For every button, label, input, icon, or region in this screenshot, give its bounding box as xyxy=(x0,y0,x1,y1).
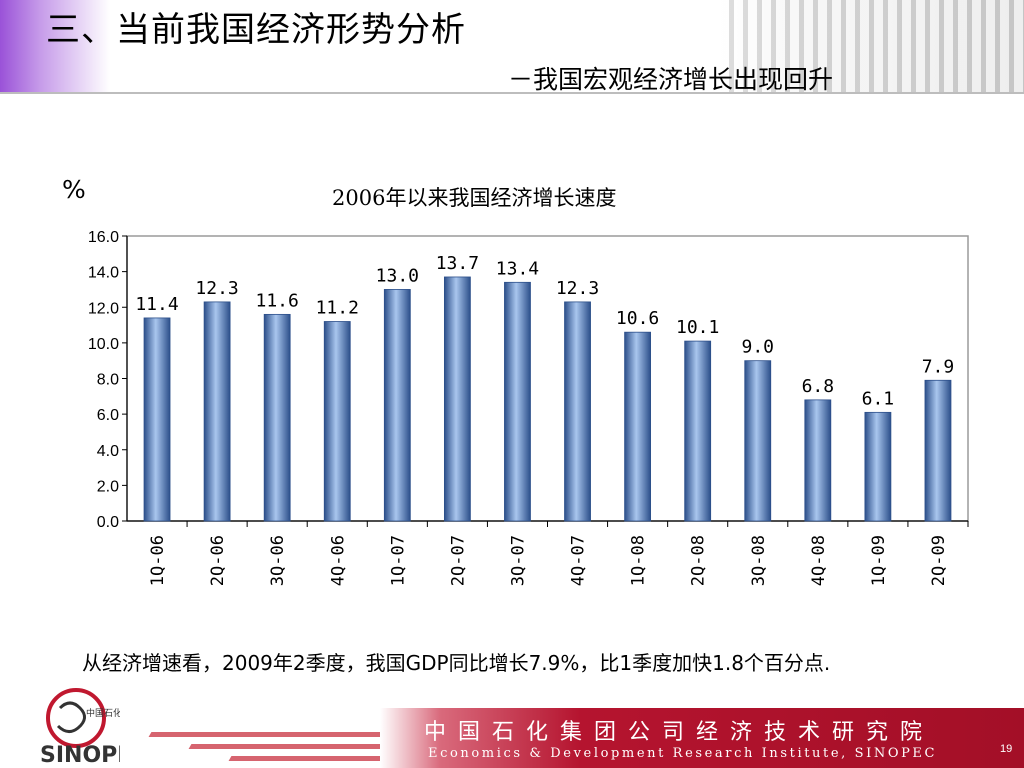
bar xyxy=(203,301,231,522)
bar xyxy=(443,276,471,522)
footer-band: 中国石化集团公司经济技术研究院 Economics & Development … xyxy=(0,692,1024,768)
data-label: 11.6 xyxy=(255,290,298,311)
slide-subtitle: －我国宏观经济增长出现回升 xyxy=(508,65,834,94)
y-tick-label: 2.0 xyxy=(97,478,119,495)
data-label: 10.1 xyxy=(676,317,719,338)
footer-streak xyxy=(148,732,392,737)
footer-org-name-cn: 中国石化集团公司经济技术研究院 xyxy=(424,720,935,745)
y-tick-label: 12.0 xyxy=(88,300,119,317)
x-tick-label: 1Q-09 xyxy=(869,535,889,586)
y-tick-label: 16.0 xyxy=(88,229,119,246)
x-tick-label: 2Q-06 xyxy=(208,535,228,586)
y-tick-label: 4.0 xyxy=(97,443,119,460)
y-tick-label: 14.0 xyxy=(88,265,119,282)
x-tick-label: 4Q-08 xyxy=(809,535,829,586)
bar xyxy=(263,313,291,522)
data-label: 6.1 xyxy=(862,388,895,409)
data-label: 6.8 xyxy=(802,376,835,397)
footer-streak xyxy=(188,744,402,749)
bar xyxy=(624,331,652,522)
slide-title: 三、当前我国经济形势分析 xyxy=(46,10,466,50)
y-tick-label: 6.0 xyxy=(97,407,119,424)
bar xyxy=(924,379,952,522)
bar xyxy=(564,301,591,522)
header-banner xyxy=(0,0,1024,94)
summary-text: 从经济增速看，2009年2季度，我国GDP同比增长7.9%，比1季度加快1.8个… xyxy=(82,651,831,675)
bar-chart: 0.0 2.0 4.0 6.0 8.0 10.0 12.0 14.0 16.0 11.4 1Q-06… xyxy=(88,229,969,586)
chart-title: 2006年以来我国经济增长速度 xyxy=(332,186,617,210)
data-label: 10.6 xyxy=(616,308,659,329)
data-label: 11.2 xyxy=(316,298,359,319)
data-label: 13.4 xyxy=(496,258,539,279)
bar xyxy=(804,399,832,522)
x-tick-label: 3Q-07 xyxy=(508,535,528,586)
x-tick-label: 2Q-08 xyxy=(689,535,709,586)
bar xyxy=(143,317,171,522)
x-tick-label: 1Q-07 xyxy=(388,535,408,586)
data-label: 13.0 xyxy=(376,265,419,286)
bar xyxy=(383,289,411,522)
data-label: 11.4 xyxy=(135,294,178,315)
x-tick-label: 2Q-07 xyxy=(448,535,468,586)
footer-org-name-en: Economics & Development Research Institu… xyxy=(428,746,938,761)
x-tick-label: 1Q-06 xyxy=(148,535,168,586)
x-tick-label: 1Q-08 xyxy=(629,535,649,586)
bar xyxy=(504,281,531,522)
logo-text: 中国石化 xyxy=(86,707,120,719)
page-number: 19 xyxy=(1000,743,1013,755)
bar xyxy=(323,321,351,522)
x-tick-label: 4Q-07 xyxy=(569,535,589,586)
bar xyxy=(864,411,892,522)
x-tick-label: 2Q-09 xyxy=(929,535,949,586)
x-tick-label: 3Q-08 xyxy=(749,535,769,586)
unit-label: % xyxy=(62,175,86,204)
sinopec-logo: 中国石化 SINOPEC xyxy=(40,688,120,768)
bar xyxy=(744,360,772,522)
footer-red-band xyxy=(380,708,1024,768)
x-tick-label: 3Q-06 xyxy=(268,535,288,586)
y-tick-label: 0.0 xyxy=(97,514,119,531)
bar xyxy=(684,340,712,522)
y-tick-label: 8.0 xyxy=(97,372,119,389)
x-tick-label: 4Q-06 xyxy=(328,535,348,586)
data-label: 7.9 xyxy=(922,356,955,377)
plot-area xyxy=(126,235,969,522)
header-stripes xyxy=(720,0,1024,94)
data-label: 12.3 xyxy=(556,278,599,299)
data-label: 13.7 xyxy=(436,253,479,274)
logo-wordmark: SINOPEC xyxy=(40,743,120,768)
data-label: 9.0 xyxy=(741,337,774,358)
y-tick-label: 10.0 xyxy=(88,336,119,353)
data-label: 12.3 xyxy=(195,278,238,299)
